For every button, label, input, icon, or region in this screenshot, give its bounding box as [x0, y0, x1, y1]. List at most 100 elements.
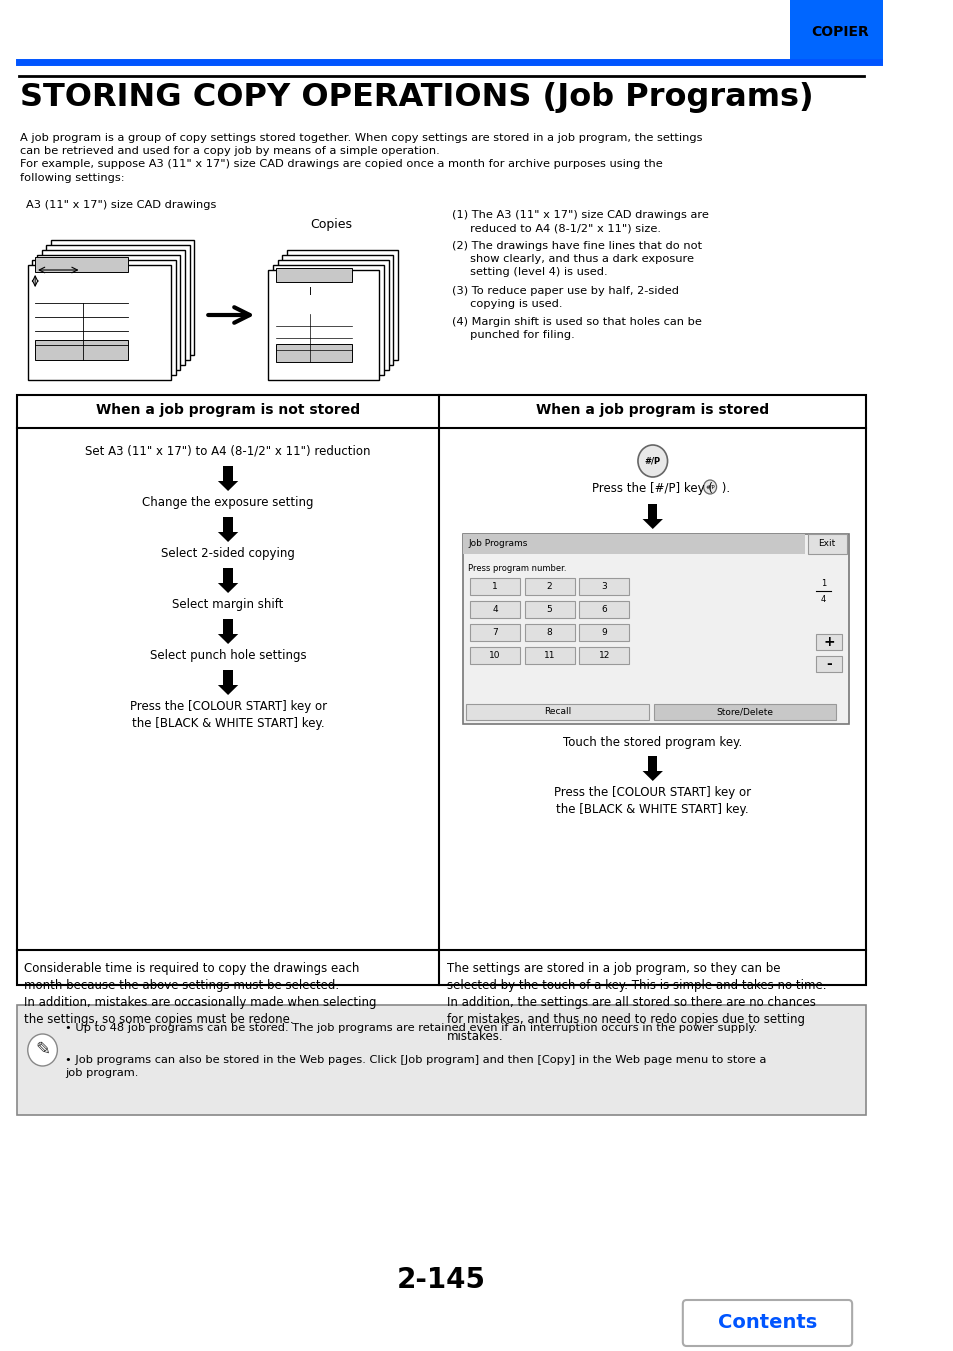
- Text: A3 (11" x 17") size CAD drawings: A3 (11" x 17") size CAD drawings: [26, 200, 216, 209]
- Bar: [35, 257, 128, 272]
- Text: 2: 2: [546, 582, 552, 590]
- Text: 1: 1: [820, 580, 825, 589]
- Text: (4) Margin shift is used so that holes can be
     punched for filing.: (4) Margin shift is used so that holes c…: [451, 317, 700, 340]
- Bar: [578, 647, 628, 663]
- Bar: [282, 255, 393, 365]
- Text: Select margin shift: Select margin shift: [172, 598, 283, 611]
- Text: Set A3 (11" x 17") to A4 (8-1/2" x 11") reduction: Set A3 (11" x 17") to A4 (8-1/2" x 11") …: [85, 444, 371, 458]
- Text: 5: 5: [546, 605, 552, 613]
- Bar: [815, 657, 841, 671]
- Bar: [275, 267, 352, 282]
- Text: The settings are stored in a job program, so they can be
selected by the touch o: The settings are stored in a job program…: [446, 962, 825, 1043]
- Bar: [275, 345, 352, 362]
- Bar: [51, 240, 194, 355]
- Text: STORING COPY OPERATIONS (Job Programs): STORING COPY OPERATIONS (Job Programs): [20, 82, 813, 113]
- Bar: [462, 534, 848, 724]
- Text: • Up to 48 job programs can be stored. The job programs are retained even if an : • Up to 48 job programs can be stored. T…: [65, 1023, 757, 1034]
- Bar: [16, 394, 865, 985]
- Circle shape: [703, 480, 716, 494]
- Bar: [647, 504, 657, 519]
- Text: 2-145: 2-145: [396, 1266, 485, 1294]
- Text: 4: 4: [492, 605, 497, 613]
- Text: 1: 1: [492, 582, 497, 590]
- Bar: [223, 517, 233, 532]
- Text: • Job programs can also be stored in the Web pages. Click [Job program] and then: • Job programs can also be stored in the…: [65, 1055, 765, 1078]
- Bar: [524, 578, 574, 594]
- Bar: [42, 250, 185, 365]
- Text: 12: 12: [598, 651, 609, 661]
- Bar: [789, 0, 882, 59]
- Bar: [28, 265, 171, 380]
- Bar: [524, 601, 574, 617]
- Bar: [815, 634, 841, 650]
- Text: (2) The drawings have fine lines that do not
     show clearly, and thus a dark : (2) The drawings have fine lines that do…: [451, 240, 700, 277]
- Bar: [524, 624, 574, 640]
- Bar: [223, 466, 233, 481]
- Text: 7: 7: [492, 628, 497, 638]
- Bar: [470, 578, 519, 594]
- Text: 9: 9: [600, 628, 606, 638]
- Bar: [807, 534, 845, 554]
- Bar: [223, 670, 233, 685]
- Text: Change the exposure setting: Change the exposure setting: [142, 496, 314, 509]
- Text: I: I: [308, 286, 311, 297]
- Bar: [462, 534, 804, 554]
- Bar: [37, 255, 180, 370]
- Circle shape: [28, 1034, 57, 1066]
- Text: 6: 6: [600, 605, 606, 613]
- Polygon shape: [642, 771, 662, 781]
- Text: Store/Delete: Store/Delete: [716, 708, 773, 716]
- Text: Press the [COLOUR START] key or
the [BLACK & WHITE START] key.: Press the [COLOUR START] key or the [BLA…: [554, 786, 751, 816]
- Text: ).: ).: [717, 482, 729, 494]
- Text: Press program number.: Press program number.: [468, 563, 566, 573]
- Bar: [524, 647, 574, 663]
- Text: Recall: Recall: [543, 708, 571, 716]
- Text: Touch the stored program key.: Touch the stored program key.: [562, 736, 741, 748]
- Bar: [46, 245, 190, 359]
- Text: 3: 3: [600, 582, 606, 590]
- Text: 4: 4: [820, 594, 825, 604]
- Bar: [578, 624, 628, 640]
- Text: Exit: Exit: [818, 539, 835, 549]
- Text: When a job program is stored: When a job program is stored: [536, 403, 768, 417]
- Text: Select 2-sided copying: Select 2-sided copying: [161, 547, 294, 561]
- Bar: [32, 259, 175, 376]
- Text: ✎: ✎: [35, 1042, 51, 1059]
- Bar: [268, 270, 379, 380]
- Text: Select punch hole settings: Select punch hole settings: [150, 648, 306, 662]
- Bar: [470, 647, 519, 663]
- Bar: [578, 601, 628, 617]
- Text: Contents: Contents: [718, 1313, 817, 1332]
- Bar: [578, 578, 628, 594]
- Text: Press the [COLOUR START] key or
the [BLACK & WHITE START] key.: Press the [COLOUR START] key or the [BLA…: [130, 700, 326, 730]
- Polygon shape: [217, 481, 238, 490]
- Polygon shape: [217, 634, 238, 644]
- Text: 8: 8: [546, 628, 552, 638]
- Bar: [35, 340, 128, 359]
- Bar: [647, 757, 657, 771]
- Bar: [287, 250, 397, 359]
- Text: #/P: #/P: [704, 485, 714, 489]
- Text: -: -: [825, 657, 831, 671]
- Text: Press the [#/P] key (: Press the [#/P] key (: [592, 482, 713, 494]
- Text: #/P: #/P: [644, 457, 660, 466]
- Text: +: +: [822, 635, 834, 648]
- Text: COPIER: COPIER: [810, 26, 868, 39]
- Text: When a job program is not stored: When a job program is not stored: [96, 403, 359, 417]
- Polygon shape: [642, 519, 662, 530]
- Polygon shape: [217, 584, 238, 593]
- Bar: [273, 265, 383, 376]
- Text: (3) To reduce paper use by half, 2-sided
     copying is used.: (3) To reduce paper use by half, 2-sided…: [451, 286, 678, 309]
- Text: 10: 10: [489, 651, 500, 661]
- Bar: [466, 704, 648, 720]
- Bar: [470, 601, 519, 617]
- Polygon shape: [217, 685, 238, 694]
- Bar: [277, 259, 388, 370]
- Bar: [223, 567, 233, 584]
- Bar: [223, 619, 233, 634]
- Text: A job program is a group of copy settings stored together. When copy settings ar: A job program is a group of copy setting…: [20, 132, 702, 182]
- Text: Copies: Copies: [310, 218, 352, 231]
- FancyBboxPatch shape: [682, 1300, 851, 1346]
- Text: 11: 11: [543, 651, 555, 661]
- Polygon shape: [217, 532, 238, 542]
